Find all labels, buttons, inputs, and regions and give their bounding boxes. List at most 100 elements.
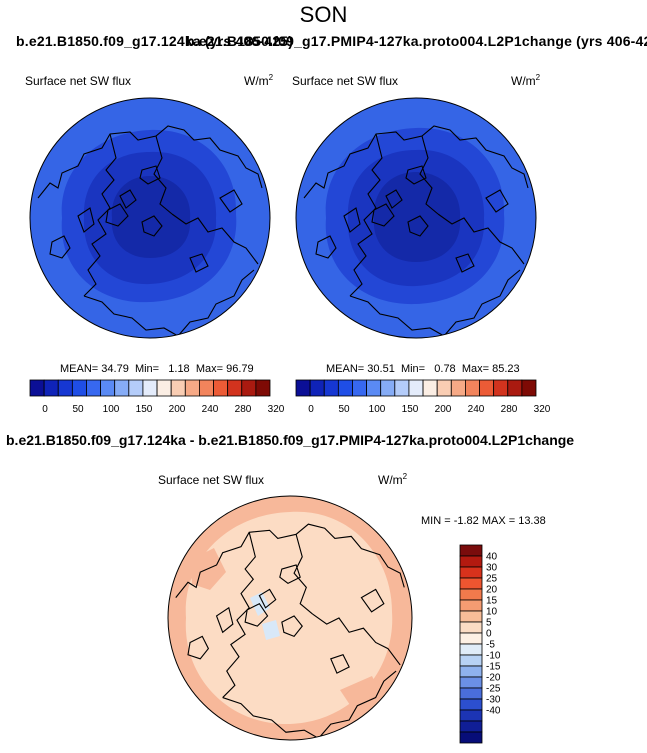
panel-1-colorbar-box bbox=[114, 379, 130, 397]
panel-1-colorbar-tick-label: 150 bbox=[136, 404, 153, 415]
panel-2-colorbar-tick-label: 240 bbox=[468, 404, 485, 415]
panel-2-colorbar-tick-label: 0 bbox=[308, 404, 314, 415]
panel-1-colorbar-box bbox=[213, 379, 229, 397]
panel-1-colorbar-box bbox=[255, 379, 271, 397]
panel-1-colorbar-tick-label: 280 bbox=[235, 404, 252, 415]
difference-colorbar-box bbox=[459, 632, 483, 645]
panel-1-case-title: b.e21.B1850.f09_g17.124ka (yrs 406-425) bbox=[16, 33, 294, 49]
panel-1-colorbar-box bbox=[71, 379, 87, 397]
difference-colorbar-box bbox=[459, 621, 483, 634]
difference-colorbar-tick-label: 5 bbox=[486, 618, 492, 629]
panel-2-colorbar-box bbox=[352, 379, 367, 397]
panel-1-colorbar-box bbox=[142, 379, 158, 397]
panel-2-colorbar-box bbox=[493, 379, 509, 397]
difference-stats: MIN = -1.82 MAX = 13.38 bbox=[421, 515, 546, 527]
difference-colorbar-tick-label: -25 bbox=[486, 684, 501, 695]
panel-2-colorbar-box bbox=[465, 379, 480, 397]
panel-2-colorbar-box bbox=[394, 379, 410, 397]
difference-colorbar-tick-label: -5 bbox=[486, 640, 495, 651]
difference-colorbar-box bbox=[459, 610, 483, 623]
panel-1-colorbar-tick-label: 240 bbox=[202, 404, 219, 415]
panel-1-colorbar-box bbox=[86, 379, 101, 397]
difference-colorbar-box bbox=[459, 577, 483, 590]
panel-2-colorbar-tick-label: 200 bbox=[435, 404, 452, 415]
difference-colorbar-tick-label: -40 bbox=[486, 706, 501, 717]
difference-colorbar-box bbox=[459, 665, 483, 678]
difference-colorbar-tick-label: 10 bbox=[486, 607, 498, 618]
panel-1-colorbar-box bbox=[29, 379, 45, 397]
difference-variable-label: Surface net SW flux bbox=[158, 473, 265, 487]
panel-2-colorbar-tick-label: 100 bbox=[369, 404, 386, 415]
panel-1-units: W/m2 bbox=[244, 73, 274, 88]
panel-2-colorbar-box bbox=[521, 379, 537, 397]
difference-colorbar-box bbox=[459, 709, 483, 722]
panel-1-colorbar-tick-label: 320 bbox=[268, 404, 285, 415]
panel-1-colorbar-box bbox=[199, 379, 214, 397]
panel-1-colorbar-box bbox=[128, 379, 144, 397]
difference-colorbar-box bbox=[459, 599, 483, 612]
difference-colorbar-tick-label: 30 bbox=[486, 563, 498, 574]
panel-1-colorbar: 0 50 100 150 200 240 280 320 bbox=[29, 379, 285, 415]
difference-colorbar-box bbox=[459, 676, 483, 689]
difference-colorbar-box bbox=[459, 588, 483, 601]
season-title: SON bbox=[299, 2, 348, 27]
panel-1-stats: MEAN= 34.79 Min= 1.18 Max= 96.79 bbox=[60, 363, 254, 375]
difference-colorbar-box bbox=[459, 687, 483, 700]
panel-2-colorbar-tick-label: 50 bbox=[338, 404, 350, 415]
panel-1-map bbox=[29, 97, 271, 339]
panel-2-colorbar-box bbox=[436, 379, 452, 397]
panel-2-colorbar-tick-label: 320 bbox=[534, 404, 551, 415]
panel-1-colorbar-box bbox=[43, 379, 59, 397]
panel-2-units: W/m2 bbox=[511, 73, 541, 88]
panel-2-colorbar-box bbox=[507, 379, 523, 397]
difference-colorbar-tick-label: 20 bbox=[486, 585, 498, 596]
difference-colorbar-tick-label: -15 bbox=[486, 662, 501, 673]
panel-1-colorbar-box bbox=[156, 379, 172, 397]
difference-colorbar-tick-label: -30 bbox=[486, 695, 501, 706]
panel-1-colorbar-tick-label: 0 bbox=[42, 404, 48, 415]
panel-2-colorbar-boxes bbox=[295, 379, 537, 397]
difference-colorbar-tick-label: 25 bbox=[486, 574, 498, 585]
panel-2-colorbar-box bbox=[422, 379, 438, 397]
panel-1-colorbar-box bbox=[170, 379, 186, 397]
panel-2-colorbar-box bbox=[380, 379, 396, 397]
difference-title: b.e21.B1850.f09_g17.124ka - b.e21.B1850.… bbox=[6, 432, 575, 448]
panel-1-colorbar-tick-label: 100 bbox=[103, 404, 120, 415]
panel-2-colorbar-box bbox=[323, 379, 339, 397]
difference-colorbar-tick-label: -10 bbox=[486, 651, 501, 662]
difference-colorbar-boxes bbox=[459, 544, 483, 744]
panel-2-colorbar-box bbox=[295, 379, 311, 397]
panel-2-colorbar-ticks: 0 50 100 150 200 240 280 320 bbox=[308, 404, 551, 415]
panel-1-colorbar-tick-label: 50 bbox=[72, 404, 84, 415]
panel-1-colorbar-boxes bbox=[29, 379, 271, 397]
panel-2-map bbox=[295, 97, 537, 339]
difference-colorbar-box bbox=[459, 643, 483, 656]
difference-colorbar-box bbox=[459, 731, 483, 744]
difference-colorbar-box bbox=[459, 720, 483, 733]
difference-colorbar-box bbox=[459, 566, 483, 579]
panel-2-case-title: b.e21.B1850.f09_g17.PMIP4-127ka.proto004… bbox=[186, 33, 647, 49]
panel-1-colorbar-box bbox=[227, 379, 243, 397]
difference-colorbar-tick-label: 15 bbox=[486, 596, 498, 607]
difference-colorbar-tick-label: 40 bbox=[486, 552, 498, 563]
panel-2-stats: MEAN= 30.51 Min= 0.78 Max= 85.23 bbox=[326, 363, 520, 375]
panel-2-colorbar-box bbox=[479, 379, 495, 397]
difference-colorbar-box bbox=[459, 654, 483, 667]
panel-1-colorbar-box bbox=[57, 379, 73, 397]
panel-2-colorbar-tick-label: 280 bbox=[501, 404, 518, 415]
panel-2-variable-label: Surface net SW flux bbox=[292, 74, 399, 88]
panel-1-colorbar-box bbox=[241, 379, 257, 397]
difference-colorbar-tick-label: 0 bbox=[486, 629, 492, 640]
difference-units: W/m2 bbox=[378, 472, 408, 487]
panel-2-colorbar-box bbox=[309, 379, 325, 397]
difference-map bbox=[167, 495, 413, 741]
panel-2-colorbar-box bbox=[408, 379, 424, 397]
panel-1-colorbar-tick-label: 200 bbox=[169, 404, 186, 415]
difference-colorbar-tick-label: -20 bbox=[486, 673, 501, 684]
panel-2-colorbar-box bbox=[366, 379, 382, 397]
panel-1-colorbar-box bbox=[100, 379, 116, 397]
panel-2-colorbar-box bbox=[450, 379, 466, 397]
